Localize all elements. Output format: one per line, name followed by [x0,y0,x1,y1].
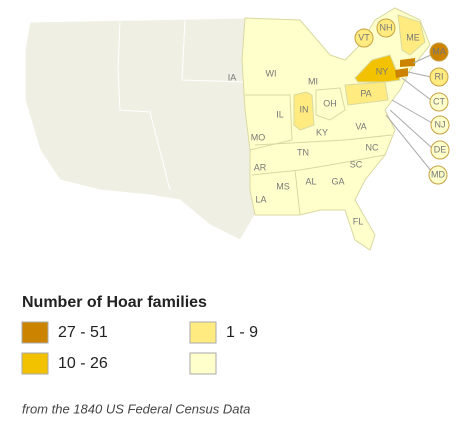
legend: Number of Hoar families 27 - 51 10 - 26 … [21,294,258,375]
state-label: CT [433,96,445,106]
state-label: MD [431,169,445,179]
state-label: TN [297,147,309,157]
legend-swatch [21,321,49,344]
state-label: AR [254,162,267,172]
state-shape [400,58,415,67]
state-label: NH [380,22,393,32]
state-label: LA [255,194,266,204]
state-callout [430,115,450,135]
state-callout [430,140,450,160]
state-label: AL [305,176,316,186]
border [181,19,246,83]
state-label: MS [276,181,290,191]
state-label: SC [350,159,363,169]
border [294,169,301,216]
state-shape [344,81,389,106]
state-label: NJ [435,119,446,129]
state-callout [429,92,449,112]
state-callout [429,67,449,87]
state-label: MO [251,132,266,142]
state-label: DE [434,144,447,154]
map: IA WI MI IL IN OH KY MO AR TN VA NC SC M… [24,7,450,251]
state-label: VA [355,121,366,131]
state-label: NY [376,66,389,76]
state-label: RI [435,71,444,81]
leader-line [412,54,432,64]
state-label: IA [228,72,237,82]
state-callout [429,42,449,62]
legend-swatch [189,321,217,344]
border [245,94,293,151]
border [251,154,386,176]
state-shape [395,68,408,78]
legend-label: 10 - 26 [58,355,108,372]
source-note: from the 1840 US Federal Census Data [22,401,250,416]
state-label: WI [266,68,277,78]
state-label: MI [308,76,318,86]
state-callout [376,18,396,38]
legend-swatch [189,352,217,375]
state-label: IN [300,104,309,114]
leader-line [391,99,433,124]
state-shape [315,87,346,121]
leader-line [389,109,433,149]
legend-label: 27 - 51 [58,324,108,341]
border [254,134,393,146]
legend-swatch [21,352,49,375]
state-label: PA [360,88,371,98]
state-callout [354,28,374,48]
state-label: FL [353,216,364,226]
state-label: KY [316,127,328,137]
state-label: MA [432,46,446,56]
state-shape [397,14,426,56]
western-region [24,17,256,241]
state-shape [293,91,315,131]
leader-line [407,71,432,78]
state-shape [354,54,401,83]
state-label: VT [358,32,370,42]
state-callout [428,165,448,185]
state-label: OH [323,98,337,108]
legend-title: Number of Hoar families [22,294,207,311]
leader-line [401,77,432,101]
leader-line [385,114,433,173]
state-label: NC [366,142,379,152]
border [117,21,171,191]
state-label: GA [331,176,344,186]
state-label: ME [406,32,420,42]
state-label: IL [276,109,284,119]
legend-label: 1 - 9 [226,324,258,341]
